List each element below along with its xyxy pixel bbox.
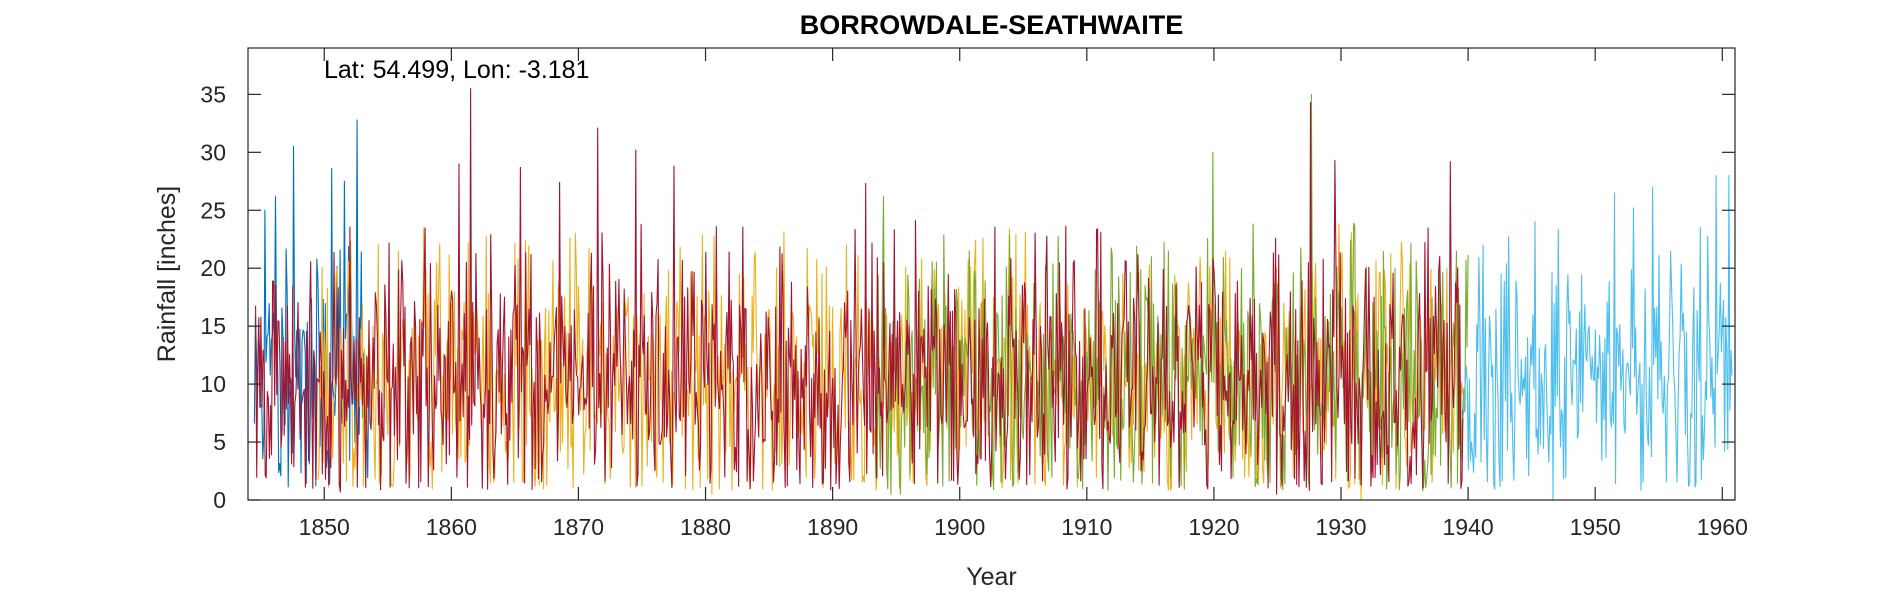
x-tick-label: 1900	[934, 514, 985, 540]
chart-title: BORROWDALE-SEATHWAITE	[800, 10, 1183, 40]
series-layer	[253, 88, 1733, 501]
y-tick-label: 15	[200, 313, 226, 339]
rainfall-series-line-4	[255, 88, 1464, 495]
rainfall-series-line-5	[1462, 174, 1733, 501]
y-tick-label: 35	[200, 81, 226, 107]
x-tick-label: 1930	[1315, 514, 1366, 540]
x-tick-label: 1920	[1188, 514, 1239, 540]
y-tick-label: 5	[213, 429, 226, 455]
x-tick-label: 1850	[299, 514, 350, 540]
x-tick-label: 1910	[1061, 514, 1112, 540]
axis-ticks: 1850 1860 1870 1880 1890 1900 1910 1920 1930 1940…	[200, 48, 1748, 540]
x-tick-label: 1960	[1697, 514, 1748, 540]
x-tick-label: 1950	[1570, 514, 1621, 540]
y-tick-label: 0	[213, 487, 226, 513]
plot-area-frame	[247, 47, 1736, 501]
x-axis-label: Year	[966, 563, 1017, 591]
y-tick-label: 25	[200, 197, 226, 223]
station-coordinates-annotation: Lat: 54.499, Lon: -3.181	[324, 56, 590, 84]
x-tick-label: 1890	[807, 514, 858, 540]
x-tick-label: 1880	[680, 514, 731, 540]
x-tick-label: 1870	[553, 514, 604, 540]
y-tick-label: 20	[200, 255, 226, 281]
x-tick-label: 1860	[426, 514, 477, 540]
y-axis-label: Rainfall [inches]	[153, 186, 181, 362]
y-tick-label: 10	[200, 371, 226, 397]
rainfall-series-line-3	[876, 93, 1469, 495]
x-tick-label: 1940	[1443, 514, 1494, 540]
y-tick-label: 30	[200, 139, 226, 165]
